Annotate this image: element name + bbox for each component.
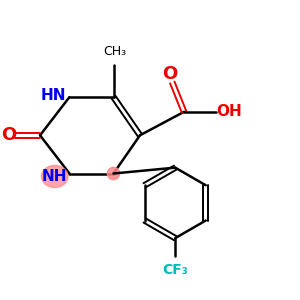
Ellipse shape bbox=[107, 167, 120, 180]
Text: OH: OH bbox=[217, 104, 242, 119]
Text: O: O bbox=[162, 65, 177, 83]
Text: O: O bbox=[2, 126, 17, 144]
Ellipse shape bbox=[41, 165, 68, 188]
Text: HN: HN bbox=[40, 88, 66, 103]
Text: CH₃: CH₃ bbox=[103, 45, 127, 58]
Text: NH: NH bbox=[42, 169, 68, 184]
Text: CF₃: CF₃ bbox=[162, 263, 188, 277]
